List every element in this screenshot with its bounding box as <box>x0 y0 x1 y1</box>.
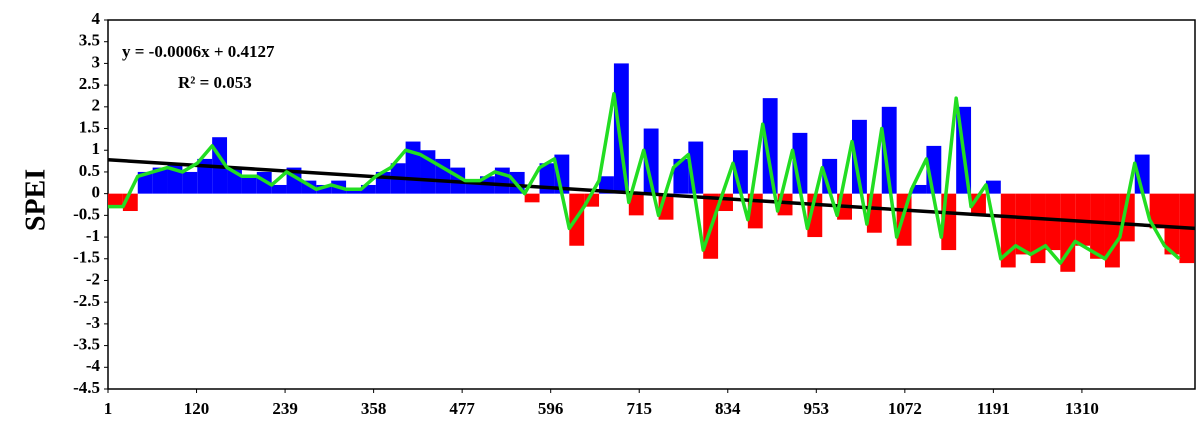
y-tick-label: 1.5 <box>79 117 100 136</box>
x-tick-label: 239 <box>272 399 298 418</box>
y-tick-label: -1 <box>86 226 100 245</box>
spei-bar <box>435 158 451 194</box>
spei-bar <box>1045 193 1061 251</box>
x-tick-label: 596 <box>538 399 564 418</box>
spei-bar <box>346 189 361 194</box>
spei-bar <box>1030 193 1046 264</box>
x-tick-label: 1191 <box>977 399 1010 418</box>
spei-bar <box>108 193 123 207</box>
spei-bar <box>152 167 168 194</box>
spei-bar <box>985 180 1001 194</box>
spei-bar <box>1015 193 1031 255</box>
y-tick-label: -4 <box>86 356 101 375</box>
r-squared: R² = 0.053 <box>178 73 252 92</box>
y-tick-label: 1 <box>92 139 101 158</box>
spei-bar <box>762 98 778 194</box>
y-tick-label: -3.5 <box>73 334 100 353</box>
y-tick-label: 0 <box>92 183 101 202</box>
spei-bar <box>1060 193 1076 272</box>
y-tick-label: -4.5 <box>73 378 100 397</box>
x-tick-label: 358 <box>361 399 387 418</box>
spei-bar <box>360 184 376 194</box>
spei-bar <box>911 184 927 194</box>
spei-bar <box>137 171 153 194</box>
y-tick-label: 4 <box>92 9 101 28</box>
spei-bar <box>1104 193 1120 268</box>
y-tick-label: 2.5 <box>79 74 100 93</box>
y-tick-label: 2 <box>92 96 101 115</box>
moving-average-line <box>108 92 1181 265</box>
spei-bar <box>628 193 644 216</box>
x-tick-label: 1072 <box>888 399 922 418</box>
spei-bar <box>613 63 629 194</box>
y-tick-label: -2.5 <box>73 291 100 310</box>
trend-line <box>107 158 1196 231</box>
spei-bar <box>524 193 540 203</box>
x-tick-label: 1310 <box>1065 399 1099 418</box>
y-tick-label: -1.5 <box>73 248 100 267</box>
x-tick-label: 1 <box>104 399 113 418</box>
spei-bar <box>1164 193 1180 255</box>
spei-bar <box>643 128 659 194</box>
spei-bar <box>1149 193 1165 229</box>
equation: y = -0.0006x + 0.4127 <box>122 42 275 61</box>
spei-bar <box>852 119 867 194</box>
spei-bar <box>316 184 332 194</box>
spei-bar <box>1119 193 1135 242</box>
spei-bar <box>881 106 897 194</box>
x-tick-label: 477 <box>449 399 475 418</box>
x-tick-label: 120 <box>184 399 210 418</box>
x-tick-label: 834 <box>715 399 741 418</box>
x-tick-label: 715 <box>626 399 652 418</box>
y-tick-label: -0.5 <box>73 204 100 223</box>
y-tick-label: 0.5 <box>79 161 100 180</box>
spei-bar <box>241 176 257 194</box>
y-tick-label: 3 <box>92 52 101 71</box>
spei-bar <box>271 184 287 194</box>
y-tick-label: -3 <box>86 313 100 332</box>
y-tick-label: -2 <box>86 269 100 288</box>
x-tick-label: 953 <box>804 399 830 418</box>
y-tick-label: 3.5 <box>79 31 100 50</box>
spei-bar <box>182 171 198 194</box>
spei-bar <box>673 158 689 194</box>
spei-bar <box>1090 193 1105 259</box>
y-axis-label: SPEI <box>20 169 51 231</box>
